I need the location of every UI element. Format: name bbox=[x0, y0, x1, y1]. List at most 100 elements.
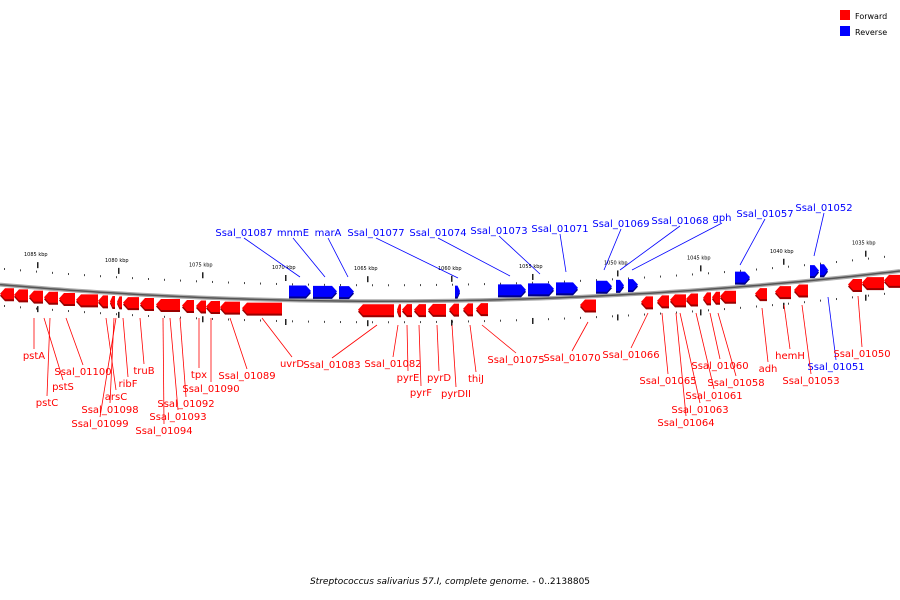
leader-line bbox=[827, 296, 837, 361]
leader-line bbox=[481, 324, 517, 354]
forward-gene-arrow bbox=[720, 290, 736, 302]
minor-tick-upper bbox=[516, 282, 517, 285]
backbone-line bbox=[0, 270, 900, 302]
reverse-gene-arrow bbox=[820, 264, 828, 276]
minor-tick-upper bbox=[708, 272, 709, 275]
minor-tick-lower bbox=[724, 308, 725, 311]
leader-line bbox=[229, 317, 248, 370]
gene-label: Ssal_01075 bbox=[487, 355, 544, 366]
gene-label: Ssal_01052 bbox=[795, 203, 852, 214]
minor-tick-upper bbox=[436, 283, 437, 286]
minor-tick-upper bbox=[372, 284, 373, 287]
gene-label: truB bbox=[133, 366, 154, 377]
gene-label: Ssal_01071 bbox=[531, 224, 588, 235]
leader-line bbox=[406, 324, 409, 372]
gene-label: Ssal_01082 bbox=[364, 359, 421, 370]
minor-tick-upper bbox=[868, 257, 869, 260]
forward-gene-arrow bbox=[449, 303, 459, 315]
forward-gene-arrow bbox=[755, 288, 767, 300]
minor-tick-lower bbox=[548, 318, 549, 321]
leader-line bbox=[783, 304, 791, 350]
minor-tick-lower bbox=[356, 321, 357, 324]
minor-tick-upper bbox=[388, 284, 389, 287]
minor-tick-lower bbox=[564, 317, 565, 320]
minor-tick-lower bbox=[308, 320, 309, 323]
minor-tick-lower bbox=[84, 311, 85, 314]
reverse-gene-arrow bbox=[339, 286, 354, 298]
minor-tick-lower bbox=[852, 296, 853, 299]
gene-label: pyrE bbox=[397, 373, 420, 384]
tick-label: 1050 kbp bbox=[604, 260, 628, 266]
gene-label: thiJ bbox=[468, 374, 484, 385]
forward-gene-arrow bbox=[156, 299, 180, 311]
legend-label-reverse: Reverse bbox=[855, 28, 887, 37]
major-tick-lower bbox=[367, 320, 369, 327]
forward-gene-arrow bbox=[402, 304, 412, 316]
leader-line bbox=[761, 307, 769, 363]
leader-line bbox=[709, 312, 721, 360]
reverse-gene-arrow bbox=[616, 279, 624, 291]
major-tick bbox=[285, 275, 287, 282]
minor-tick-lower bbox=[100, 312, 101, 315]
major-tick bbox=[865, 250, 867, 257]
forward-gene-arrow bbox=[196, 300, 206, 312]
gene-label: adh bbox=[759, 364, 778, 375]
gene-label: Ssal_01077 bbox=[347, 228, 404, 239]
reverse-gene-arrow bbox=[455, 285, 460, 297]
forward-gene-arrow bbox=[117, 296, 122, 308]
leader-line bbox=[571, 321, 589, 352]
tick-label: 1055 kbp bbox=[519, 264, 543, 270]
minor-tick-upper bbox=[548, 281, 549, 284]
minor-tick-lower bbox=[196, 317, 197, 320]
forward-gene-arrow bbox=[657, 295, 669, 307]
leader-line bbox=[109, 317, 115, 404]
tick-label: 1080 kbp bbox=[105, 258, 129, 264]
leader-line bbox=[857, 295, 863, 348]
leader-line bbox=[437, 237, 511, 277]
major-tick-lower bbox=[202, 316, 204, 323]
minor-tick-upper bbox=[660, 275, 661, 278]
minor-tick-upper bbox=[292, 283, 293, 286]
leader-line bbox=[436, 324, 440, 372]
leader-line bbox=[418, 324, 422, 387]
minor-tick-lower bbox=[660, 312, 661, 315]
gene-label: pstC bbox=[36, 398, 58, 409]
reverse-gene-arrow bbox=[528, 283, 554, 295]
gene-label: pstS bbox=[52, 382, 74, 393]
gene-label: Ssal_01070 bbox=[543, 353, 600, 364]
minor-tick-lower bbox=[260, 319, 261, 322]
minor-tick-lower bbox=[516, 319, 517, 322]
minor-tick-upper bbox=[68, 273, 69, 276]
leader-line bbox=[559, 233, 567, 273]
gene-label: Ssal_01053 bbox=[782, 376, 839, 387]
minor-tick-upper bbox=[244, 282, 245, 285]
minor-tick-upper bbox=[756, 268, 757, 271]
reverse-gene-arrow bbox=[735, 271, 750, 283]
forward-gene-arrow bbox=[76, 294, 98, 306]
minor-tick-lower bbox=[340, 321, 341, 324]
major-tick bbox=[202, 272, 204, 279]
major-tick-lower bbox=[37, 306, 39, 313]
minor-tick-upper bbox=[804, 264, 805, 267]
minor-tick-lower bbox=[708, 309, 709, 312]
gene-label: pyrDII bbox=[441, 389, 471, 400]
genome-caption: Streptococcus salivarius 57.I, complete … bbox=[0, 577, 900, 587]
major-tick bbox=[118, 267, 120, 274]
reverse-gene-arrow bbox=[498, 284, 526, 296]
forward-gene-arrow bbox=[358, 304, 394, 316]
minor-tick-lower bbox=[228, 318, 229, 321]
minor-tick-upper bbox=[580, 279, 581, 282]
minor-tick-lower bbox=[756, 305, 757, 308]
gene-label: Ssal_01074 bbox=[409, 228, 466, 239]
major-tick-lower bbox=[700, 309, 702, 316]
minor-tick-upper bbox=[196, 280, 197, 283]
forward-gene-arrow bbox=[206, 300, 220, 312]
gene-label: Ssal_01083 bbox=[303, 360, 360, 371]
minor-tick-upper bbox=[692, 273, 693, 276]
leader-line bbox=[105, 317, 117, 391]
minor-tick-lower bbox=[148, 315, 149, 317]
gene-label: Ssal_01050 bbox=[833, 349, 890, 360]
leader-line bbox=[331, 324, 378, 359]
leader-line bbox=[451, 324, 457, 388]
minor-tick-lower bbox=[772, 304, 773, 307]
